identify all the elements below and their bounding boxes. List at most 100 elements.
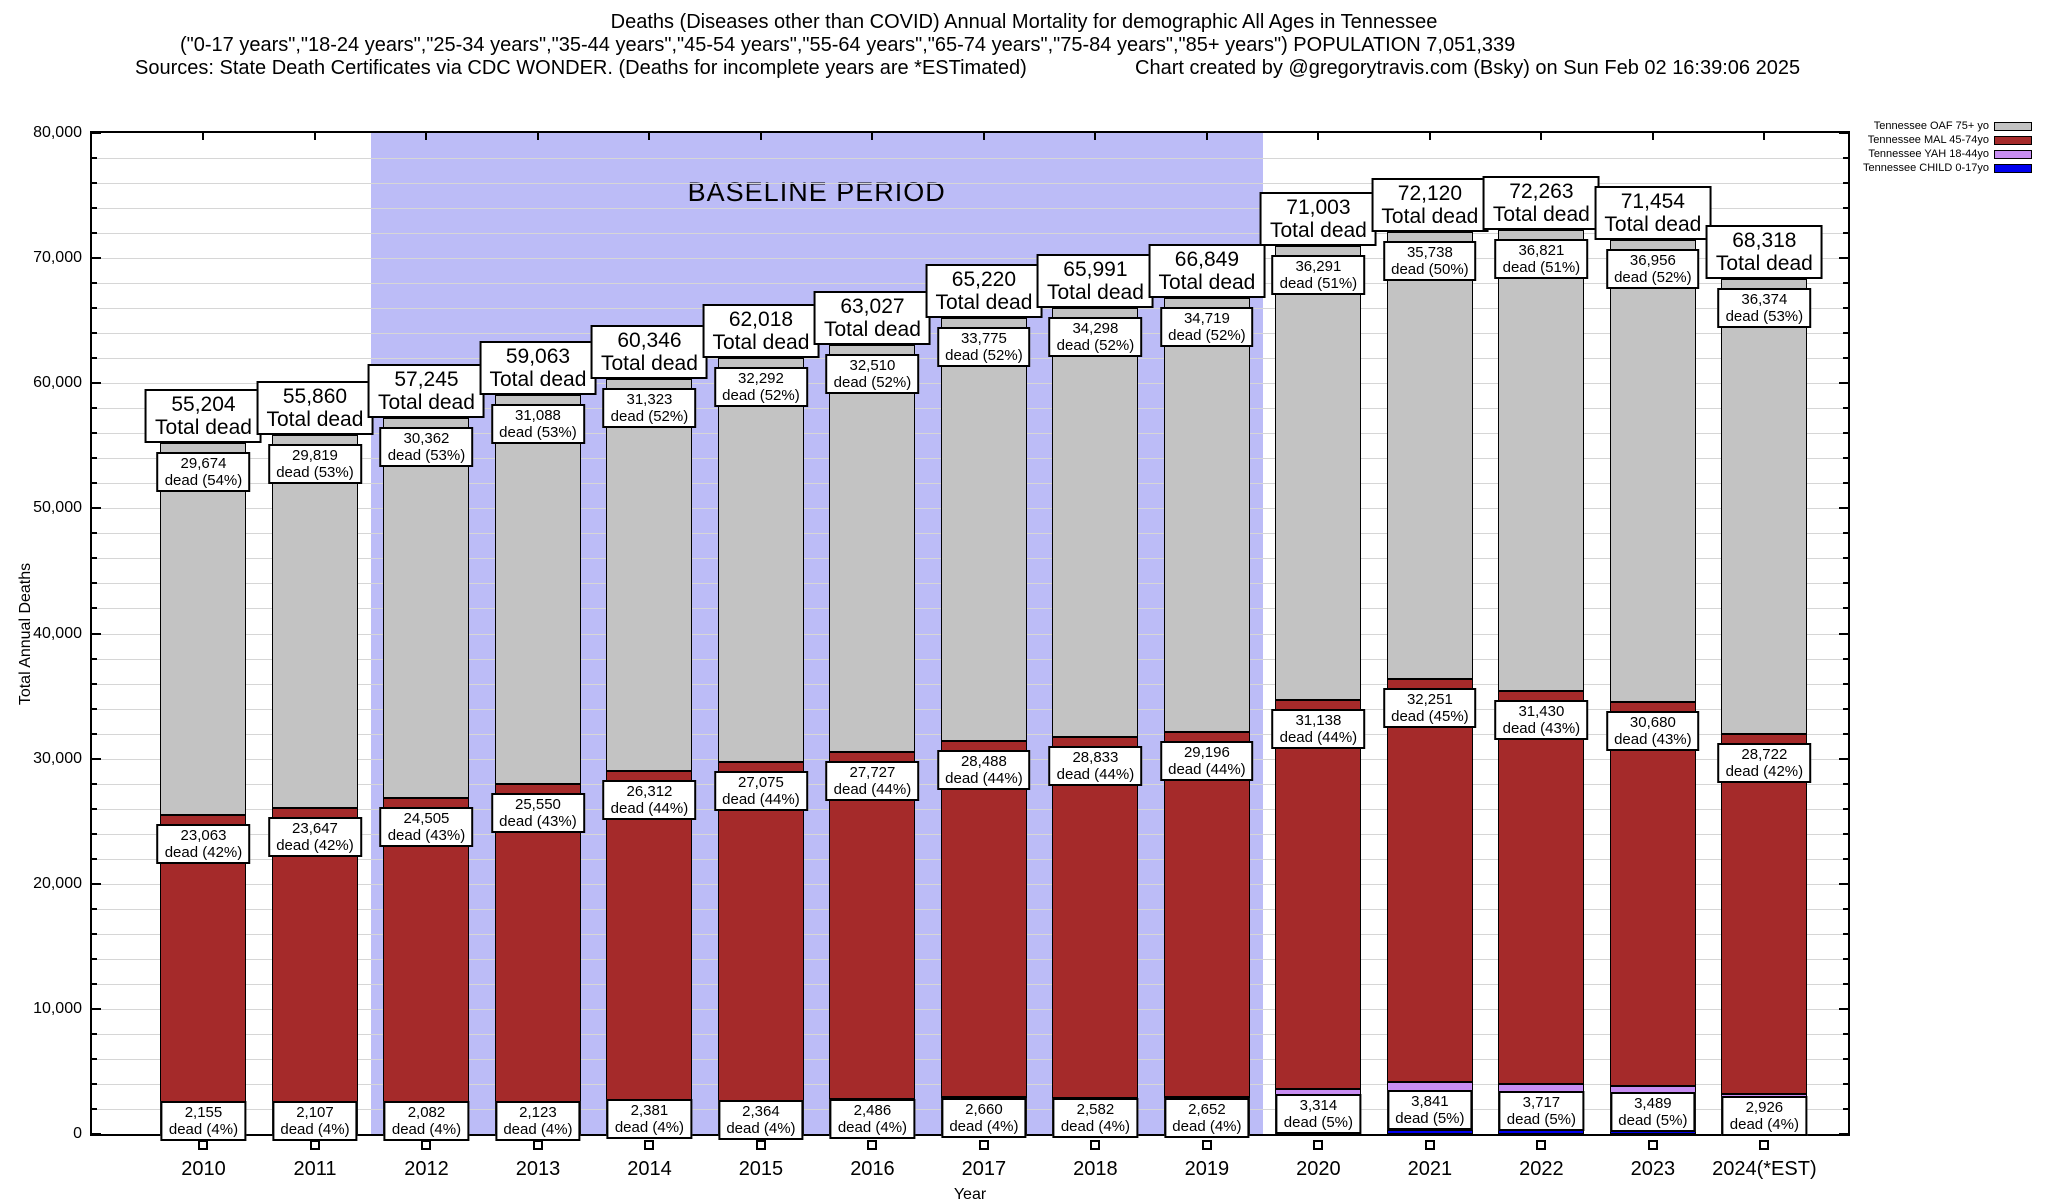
bar-segment-mal bbox=[606, 770, 693, 1101]
legend-swatch-child bbox=[1994, 163, 2032, 173]
y-tick bbox=[92, 857, 97, 860]
axis-marker-square bbox=[1759, 1140, 1770, 1150]
segment-label-oaf: 33,775 dead (52%) bbox=[937, 326, 1031, 367]
segment-label-oaf: 36,956 dead (52%) bbox=[1606, 248, 1700, 289]
x-tick-label: 2010 bbox=[181, 1158, 226, 1180]
total-dead-label: 55,860 Total dead bbox=[256, 381, 374, 436]
x-tick bbox=[871, 133, 874, 140]
legend-swatch-oaf bbox=[1994, 121, 2032, 131]
total-dead-label: 65,220 Total dead bbox=[925, 263, 1043, 318]
x-tick bbox=[425, 133, 428, 140]
x-tick bbox=[648, 133, 651, 140]
total-dead-label: 55,204 Total dead bbox=[145, 389, 262, 444]
chart-title-line1: Deaths (Diseases other than COVID) Annua… bbox=[610, 11, 1438, 33]
x-tick-label: 2023 bbox=[1630, 1158, 1676, 1180]
y-tick bbox=[1843, 157, 1848, 160]
total-dead-label: 62,018 Total dead bbox=[702, 304, 820, 358]
y-tick bbox=[1843, 182, 1848, 185]
x-tick bbox=[1317, 133, 1320, 140]
bar-segment-oaf bbox=[383, 417, 470, 798]
bar-segment-mal bbox=[494, 783, 581, 1104]
x-tick bbox=[1428, 133, 1431, 140]
y-tick bbox=[1843, 907, 1848, 910]
axis-marker-square bbox=[1090, 1140, 1101, 1150]
axis-marker-square bbox=[532, 1140, 543, 1150]
bar-segment-oaf bbox=[606, 378, 693, 771]
y-tick bbox=[92, 507, 101, 510]
segment-label-mal: 31,430 dead (43%) bbox=[1494, 699, 1589, 740]
y-tick bbox=[1843, 432, 1848, 435]
legend-entry-yah: Tennessee YAH 18-44yo bbox=[1863, 148, 2032, 160]
legend-label: Tennessee OAF 75+ yo bbox=[1873, 120, 1989, 132]
x-axis-title: Year bbox=[953, 1186, 987, 1203]
y-tick bbox=[92, 432, 97, 435]
bar-segment-oaf bbox=[271, 435, 358, 809]
legend-label: Tennessee MAL 45-74yo bbox=[1867, 134, 1989, 146]
segment-label-yah: 2,155 dead (4%) bbox=[160, 1100, 247, 1141]
total-dead-label: 65,991 Total dead bbox=[1036, 254, 1154, 309]
y-tick bbox=[92, 882, 101, 885]
gridline bbox=[92, 208, 1848, 210]
legend-entry-mal: Tennessee MAL 45-74yo bbox=[1863, 134, 2032, 146]
y-tick-label: 70,000 bbox=[33, 249, 82, 267]
y-tick bbox=[1839, 1007, 1848, 1010]
segment-label-mal: 31,138 dead (44%) bbox=[1271, 708, 1366, 749]
bar-segment-oaf bbox=[829, 345, 916, 753]
total-dead-label: 66,849 Total dead bbox=[1148, 243, 1266, 298]
y-tick bbox=[92, 232, 97, 235]
bar-segment-mal bbox=[717, 762, 804, 1101]
total-dead-label: 59,063 Total dead bbox=[479, 340, 597, 395]
y-tick bbox=[92, 707, 97, 710]
bar-segment-mal bbox=[1275, 699, 1362, 1090]
x-tick-label: 2012 bbox=[404, 1158, 449, 1180]
bar-segment-mal bbox=[383, 797, 470, 1105]
axis-marker-square bbox=[198, 1140, 209, 1150]
segment-label-oaf: 32,292 dead (52%) bbox=[714, 366, 808, 407]
legend-label: Tennessee CHILD 0-17yo bbox=[1863, 162, 1989, 174]
total-dead-label: 72,120 Total dead bbox=[1371, 177, 1489, 232]
segment-label-mal: 23,647 dead (42%) bbox=[268, 817, 362, 858]
y-tick bbox=[1843, 932, 1848, 935]
segment-label-oaf: 34,298 dead (52%) bbox=[1048, 317, 1143, 358]
segment-label-mal: 25,550 dead (43%) bbox=[491, 792, 585, 833]
y-tick bbox=[92, 907, 97, 910]
segment-label-mal: 28,833 dead (44%) bbox=[1048, 746, 1143, 787]
y-tick bbox=[1843, 407, 1848, 410]
segment-label-oaf: 29,674 dead (54%) bbox=[156, 452, 251, 493]
segment-label-mal: 24,505 dead (43%) bbox=[379, 806, 474, 847]
segment-label-oaf: 31,323 dead (52%) bbox=[602, 387, 697, 428]
segment-label-yah: 2,107 dead (4%) bbox=[272, 1101, 358, 1142]
y-tick bbox=[92, 407, 97, 410]
y-tick bbox=[92, 1032, 97, 1035]
total-dead-label: 63,027 Total dead bbox=[813, 291, 931, 346]
y-tick bbox=[92, 582, 97, 585]
y-tick bbox=[1843, 1107, 1848, 1110]
bar-segment-oaf bbox=[1498, 229, 1585, 691]
legend-entry-child: Tennessee CHILD 0-17yo bbox=[1863, 162, 2032, 174]
y-tick bbox=[1843, 1032, 1848, 1035]
x-tick bbox=[982, 133, 985, 140]
bar-segment-oaf bbox=[494, 394, 581, 784]
segment-label-mal: 32,251 dead (45%) bbox=[1383, 687, 1477, 728]
bar-segment-mal bbox=[1386, 678, 1473, 1083]
bar-segment-mal bbox=[1721, 734, 1808, 1094]
segment-label-mal: 28,722 dead (42%) bbox=[1717, 743, 1812, 784]
axis-marker-square bbox=[755, 1140, 766, 1150]
y-tick bbox=[92, 132, 101, 134]
y-tick bbox=[1843, 607, 1848, 610]
x-tick bbox=[1094, 133, 1097, 140]
x-tick-label: 2024(*EST) bbox=[1712, 1158, 1817, 1180]
baseline-period-label: BASELINE PERIOD bbox=[687, 177, 946, 207]
y-tick bbox=[92, 182, 97, 185]
legend-swatch-yah bbox=[1994, 149, 2032, 159]
y-tick bbox=[92, 757, 101, 760]
y-tick bbox=[92, 1082, 97, 1085]
y-tick-label: 50,000 bbox=[33, 499, 82, 517]
y-tick bbox=[1843, 657, 1848, 660]
y-tick bbox=[1843, 707, 1848, 710]
y-tick-label: 40,000 bbox=[33, 624, 82, 642]
bar-segment-oaf bbox=[1609, 239, 1696, 703]
y-tick bbox=[92, 957, 97, 960]
y-tick bbox=[92, 682, 97, 685]
legend-entry-oaf: Tennessee OAF 75+ yo bbox=[1863, 120, 2032, 132]
